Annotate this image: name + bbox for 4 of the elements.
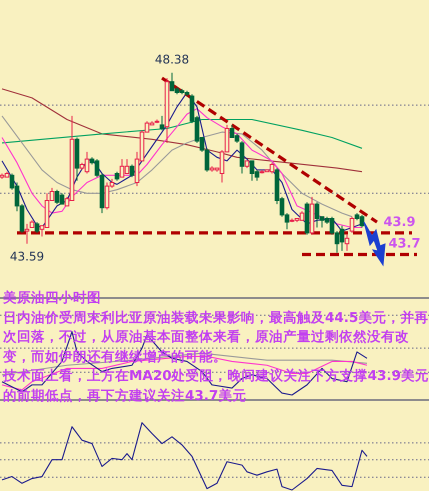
annotation: 48.38 (154, 52, 190, 67)
annotation: 43.59 (10, 250, 44, 264)
annotation: 43.9 (383, 214, 416, 230)
annotation: 43.7 (388, 236, 421, 252)
